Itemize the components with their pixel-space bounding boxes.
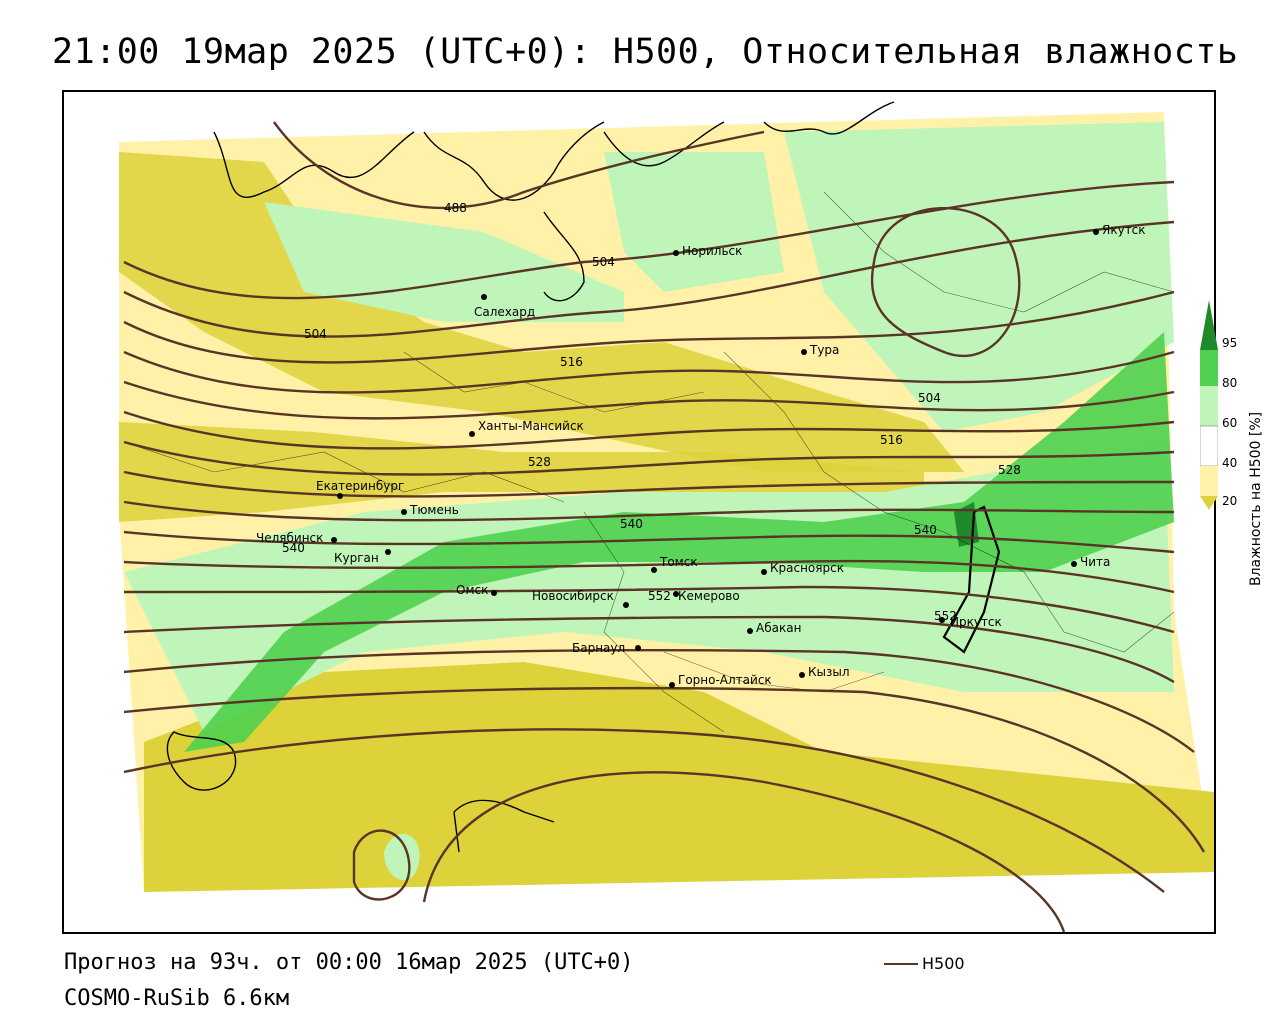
city-label: Курган [334, 551, 379, 565]
city-label: Горно-Алтайск [678, 673, 772, 687]
contour-label: 516 [880, 433, 903, 447]
colorbar-label: Влажность на H500 [%] [1248, 411, 1264, 586]
city-label: Барнаул [572, 641, 625, 655]
city-label: Иркутск [950, 615, 1002, 629]
city-label: Омск [456, 583, 488, 597]
contour-label: 504 [918, 391, 941, 405]
contour-label-group: 488 504 504 516 504 516 528 528 540 540 … [282, 201, 1021, 623]
colorbar-tick: 80 [1222, 376, 1238, 390]
colorbar-segment-40-60 [1199, 425, 1219, 467]
contour-label: 540 [620, 517, 643, 531]
contour-label: 528 [998, 463, 1021, 477]
contour-label: 552 [648, 589, 671, 603]
city-label: Кемерово [678, 589, 740, 603]
colorbar-segment-below-20 [1200, 496, 1218, 510]
contour-label: 488 [444, 201, 467, 215]
city-markers: Якутск Норильск Салехард Тура Ханты-Манс… [256, 223, 1146, 688]
forecast-info: Прогноз на 93ч. от 00:00 16мар 2025 (UTC… [64, 950, 634, 975]
moist-zone-yamal [264, 202, 624, 322]
city-label: Томск [659, 555, 698, 569]
colorbar-tick: 60 [1222, 416, 1238, 430]
colorbar-tick: 20 [1222, 494, 1238, 508]
h500-contours [123, 121, 1206, 932]
moist-zone-northeast [784, 122, 1174, 432]
contour-label: 516 [560, 355, 583, 369]
colorbar-segment-95 [1200, 300, 1218, 350]
h500-legend-label: H500 [922, 954, 965, 973]
contour-label: 540 [914, 523, 937, 537]
contour-label: 504 [592, 255, 615, 269]
map-panel: 488 504 504 516 504 516 528 528 540 540 … [62, 90, 1216, 934]
city-label: Ханты-Мансийск [478, 419, 584, 433]
h500-legend-line [884, 962, 918, 965]
city-label: Чита [1080, 555, 1110, 569]
map-title: 21:00 19мар 2025 (UTC+0): H500, Относите… [52, 32, 1239, 72]
city-label: Екатеринбург [316, 479, 404, 493]
contour-label: 504 [304, 327, 327, 341]
colorbar-segment-20-40 [1200, 466, 1218, 496]
contour-label: 528 [528, 455, 551, 469]
coastlines [166, 101, 1001, 853]
dry-zone-south [144, 662, 1214, 892]
city-label: Якутск [1102, 223, 1146, 237]
contour-label: 540 [282, 541, 305, 555]
humidity-colorbar [1199, 300, 1219, 510]
colorbar-segment-60-80 [1200, 386, 1218, 426]
city-label: Норильск [682, 244, 742, 258]
humidity-map: 488 504 504 516 504 516 528 528 540 540 … [64, 92, 1214, 932]
moist-patch-south [384, 833, 420, 881]
city-label: Кызыл [808, 665, 850, 679]
city-label: Новосибирск [532, 589, 614, 603]
city-label: Тура [809, 343, 839, 357]
colorbar-tick: 95 [1222, 336, 1238, 350]
h500-legend: H500 [884, 954, 965, 973]
city-label: Салехард [474, 305, 535, 319]
model-name: COSMO-RuSib 6.6км [64, 986, 290, 1011]
colorbar-segment-80-95 [1200, 350, 1218, 386]
humid-zone-band [184, 332, 1174, 752]
colorbar-tick: 40 [1222, 456, 1238, 470]
city-label: Красноярск [770, 561, 844, 575]
city-label: Челябинск [256, 531, 323, 545]
city-label: Тюмень [409, 503, 459, 517]
city-label: Абакан [756, 621, 801, 635]
